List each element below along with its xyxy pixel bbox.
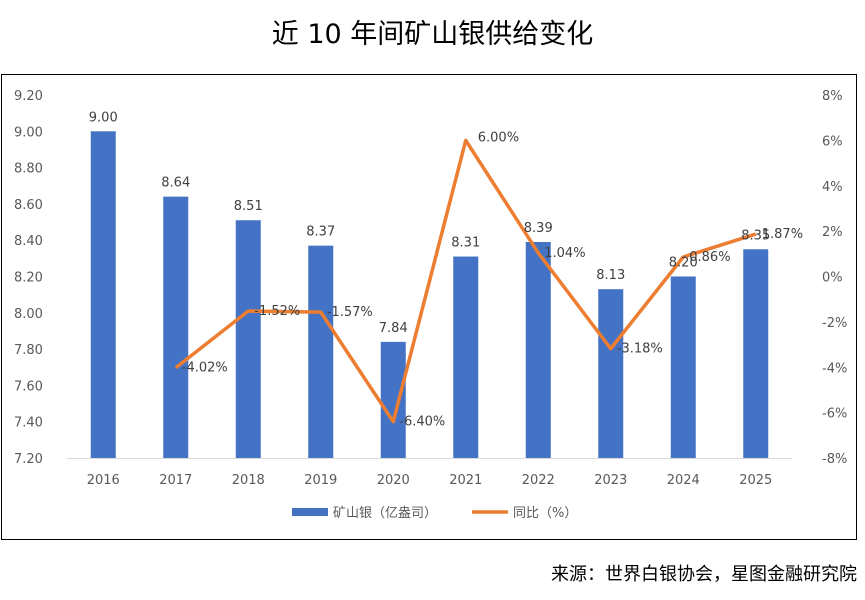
- legend-swatch-bars: [292, 508, 328, 516]
- bar-value-label: 8.51: [234, 199, 263, 214]
- bar-2022: [525, 242, 551, 458]
- bar-value-label: 8.31: [451, 236, 480, 251]
- line-value-label: 1.87%: [762, 227, 803, 242]
- bar-2016: [90, 131, 116, 459]
- bar-value-label: 8.37: [306, 225, 335, 240]
- chart-title: 近 10 年间矿山银供给变化: [271, 19, 594, 50]
- y-left-tick-label: 7.60: [14, 379, 43, 394]
- bar-2019: [308, 245, 334, 458]
- line-value-label: 0.86%: [689, 250, 730, 265]
- x-tick-label: 2025: [739, 473, 772, 488]
- combo-chart: 7.20 7.40 7.60 7.80 8.00 8.20 8.40 8.60 8.80 9.00…: [14, 89, 847, 521]
- bar-2018: [235, 220, 261, 458]
- bar-2021: [453, 256, 479, 458]
- x-tick-label: 2020: [377, 473, 410, 488]
- y-right-tick-label: 2%: [822, 225, 843, 240]
- y-left-tick-label: 7.40: [14, 416, 43, 431]
- source-note: 来源：世界白银协会，星图金融研究院: [551, 564, 857, 585]
- legend-label-bars: 矿山银（亿盎司）: [333, 506, 437, 521]
- x-tick-label: 2017: [159, 473, 192, 488]
- chart-frame: 7.20 7.40 7.60 7.80 8.00 8.20 8.40 8.60 8.80 9.00…: [1, 74, 857, 540]
- line-value-label: -6.40%: [399, 415, 445, 430]
- x-tick-label: 2023: [594, 473, 627, 488]
- bar-value-label: 7.84: [379, 321, 408, 336]
- legend: 矿山银（亿盎司） 同比（%）: [292, 506, 577, 521]
- y-right-tick-label: -4%: [822, 361, 847, 376]
- y-right-tick-label: -8%: [822, 452, 847, 467]
- x-tick-label: 2016: [87, 473, 120, 488]
- line-value-label: 1.04%: [544, 246, 585, 261]
- bar-value-label: 8.64: [161, 176, 190, 191]
- bar-value-label: 9.00: [89, 110, 118, 125]
- axes: 7.20 7.40 7.60 7.80 8.00 8.20 8.40 8.60 8.80 9.00…: [14, 89, 847, 488]
- y-left-tick-label: 8.80: [14, 162, 43, 177]
- y-left-tick-label: 8.40: [14, 234, 43, 249]
- line-value-label: 6.00%: [478, 130, 519, 145]
- bar-value-label: 8.35: [741, 228, 770, 243]
- bar-2025: [743, 249, 769, 458]
- x-tick-label: 2021: [449, 473, 482, 488]
- y-left-tick-label: 8.60: [14, 198, 43, 213]
- y-left-tick-label: 9.00: [14, 125, 43, 140]
- line-value-label: -3.18%: [617, 342, 663, 357]
- y-left-tick-label: 8.00: [14, 307, 43, 322]
- x-tick-label: 2018: [232, 473, 265, 488]
- x-tick-label: 2024: [667, 473, 700, 488]
- y-left-tick-label: 7.80: [14, 343, 43, 358]
- bar-series: [90, 131, 769, 459]
- y-right-tick-label: 0%: [822, 271, 843, 286]
- bar-2020: [380, 341, 406, 458]
- data-labels: 9.00 8.64 8.51 8.37 7.84 8.31 8.39 8.13 8.20 8.35…: [89, 110, 803, 429]
- y-right-tick-label: -6%: [822, 407, 847, 422]
- y-left-tick-label: 9.20: [14, 89, 43, 104]
- line-value-label: -4.02%: [182, 361, 228, 376]
- bar-value-label: 8.39: [524, 221, 553, 236]
- y-right-tick-label: -2%: [822, 316, 847, 331]
- bar-2017: [163, 196, 189, 458]
- y-right-tick-label: 8%: [822, 89, 843, 104]
- x-tick-label: 2022: [522, 473, 555, 488]
- y-right-tick-label: 4%: [822, 180, 843, 195]
- y-right-tick-label: 6%: [822, 134, 843, 149]
- y-left-tick-label: 8.20: [14, 271, 43, 286]
- line-value-label: -1.57%: [327, 305, 373, 320]
- bar-value-label: 8.13: [596, 268, 625, 283]
- y-left-tick-label: 7.20: [14, 452, 43, 467]
- line-value-label: -1.52%: [254, 304, 300, 319]
- x-tick-label: 2019: [304, 473, 337, 488]
- line-series: [174, 138, 757, 424]
- legend-label-line: 同比（%）: [513, 506, 577, 521]
- bar-2023: [598, 289, 624, 458]
- bar-2024: [670, 276, 696, 458]
- bar-value-label: 8.20: [669, 256, 698, 271]
